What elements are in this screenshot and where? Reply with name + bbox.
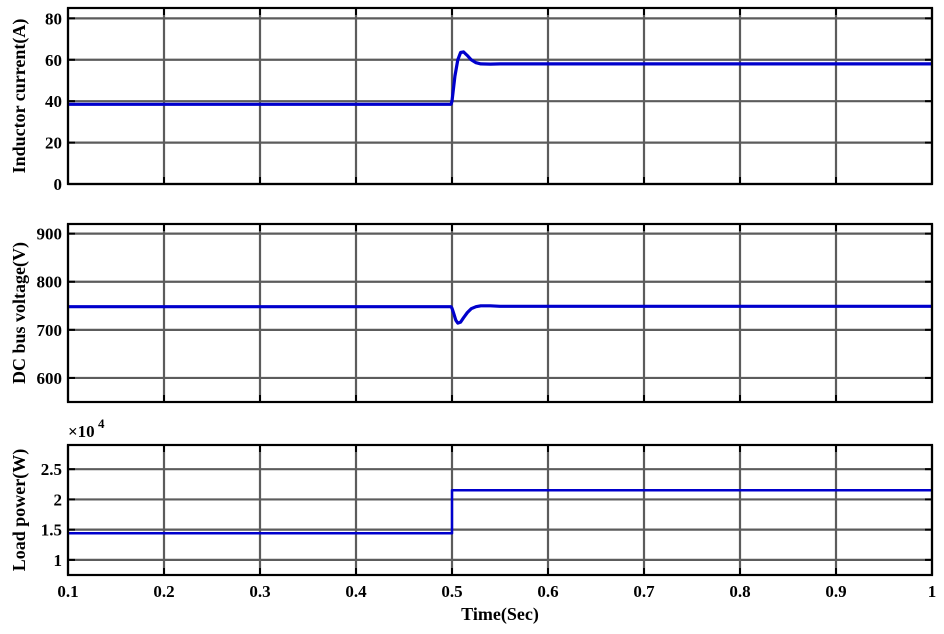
inductor-current-panel: 0 20 40 60 80 Inductor current(A) [9,6,934,194]
inductor-current-ytick-label-1: 20 [45,134,62,153]
load-power-xtick-label-1: 0.2 [153,582,174,601]
load-power-xtick-label-7: 0.8 [729,582,750,601]
load-power-xtick-label-0: 0.1 [57,582,78,601]
dc-bus-voltage-ytick-label-3: 900 [37,225,63,244]
load-power-xtick-label-9: 1 [928,582,937,601]
inductor-current-ytick-label-4: 80 [45,9,62,28]
load-power-axes-frame [66,443,934,577]
load-power-xtick-label-2: 0.3 [249,582,270,601]
inductor-current-ytick-label-3: 60 [45,51,62,70]
load-power-xtick-label-3: 0.4 [345,582,367,601]
dc-bus-voltage-ylabel: DC bus voltage(V) [9,242,30,384]
load-power-series-line-0 [68,489,932,535]
load-power-xtick-label-6: 0.7 [633,582,655,601]
load-power-xlabel: Time(Sec) [461,604,539,625]
load-power-multiplier-base: ×10 [68,422,95,441]
inductor-current-axes-frame [66,6,934,186]
dc-bus-voltage-ytick-label-1: 700 [37,321,63,340]
load-power-ytick-label-1: 1.5 [41,521,62,540]
load-power-multiplier-exponent: 4 [98,416,105,431]
inductor-current-ytick-label-0: 0 [54,175,63,194]
inductor-current-ytick-label-2: 40 [45,92,62,111]
load-power-xtick-label-4: 0.5 [441,582,462,601]
load-power-ylabel: Load power(W) [9,449,30,572]
load-power-xtick-label-5: 0.6 [537,582,558,601]
load-power-ytick-label-0: 1 [54,551,63,570]
dc-bus-voltage-series-line-0 [68,304,932,325]
load-power-panel: 1 1.5 2 2.5 Load power(W) 0.1 0.2 0.3 0.4 0.5 0.6 0… [9,416,936,625]
load-power-ytick-label-3: 2.5 [41,460,62,479]
dc-bus-voltage-ytick-label-0: 600 [37,369,63,388]
inductor-current-ylabel: Inductor current(A) [9,19,30,174]
dc-bus-voltage-panel: 600 700 800 900 DC bus voltage(V) [9,222,934,404]
dc-bus-voltage-axes-frame [66,222,934,404]
dc-bus-voltage-ytick-label-2: 800 [37,273,63,292]
inductor-current-series-line-0 [68,50,932,106]
load-power-xtick-label-8: 0.9 [825,582,846,601]
load-power-ytick-label-2: 2 [54,490,63,509]
